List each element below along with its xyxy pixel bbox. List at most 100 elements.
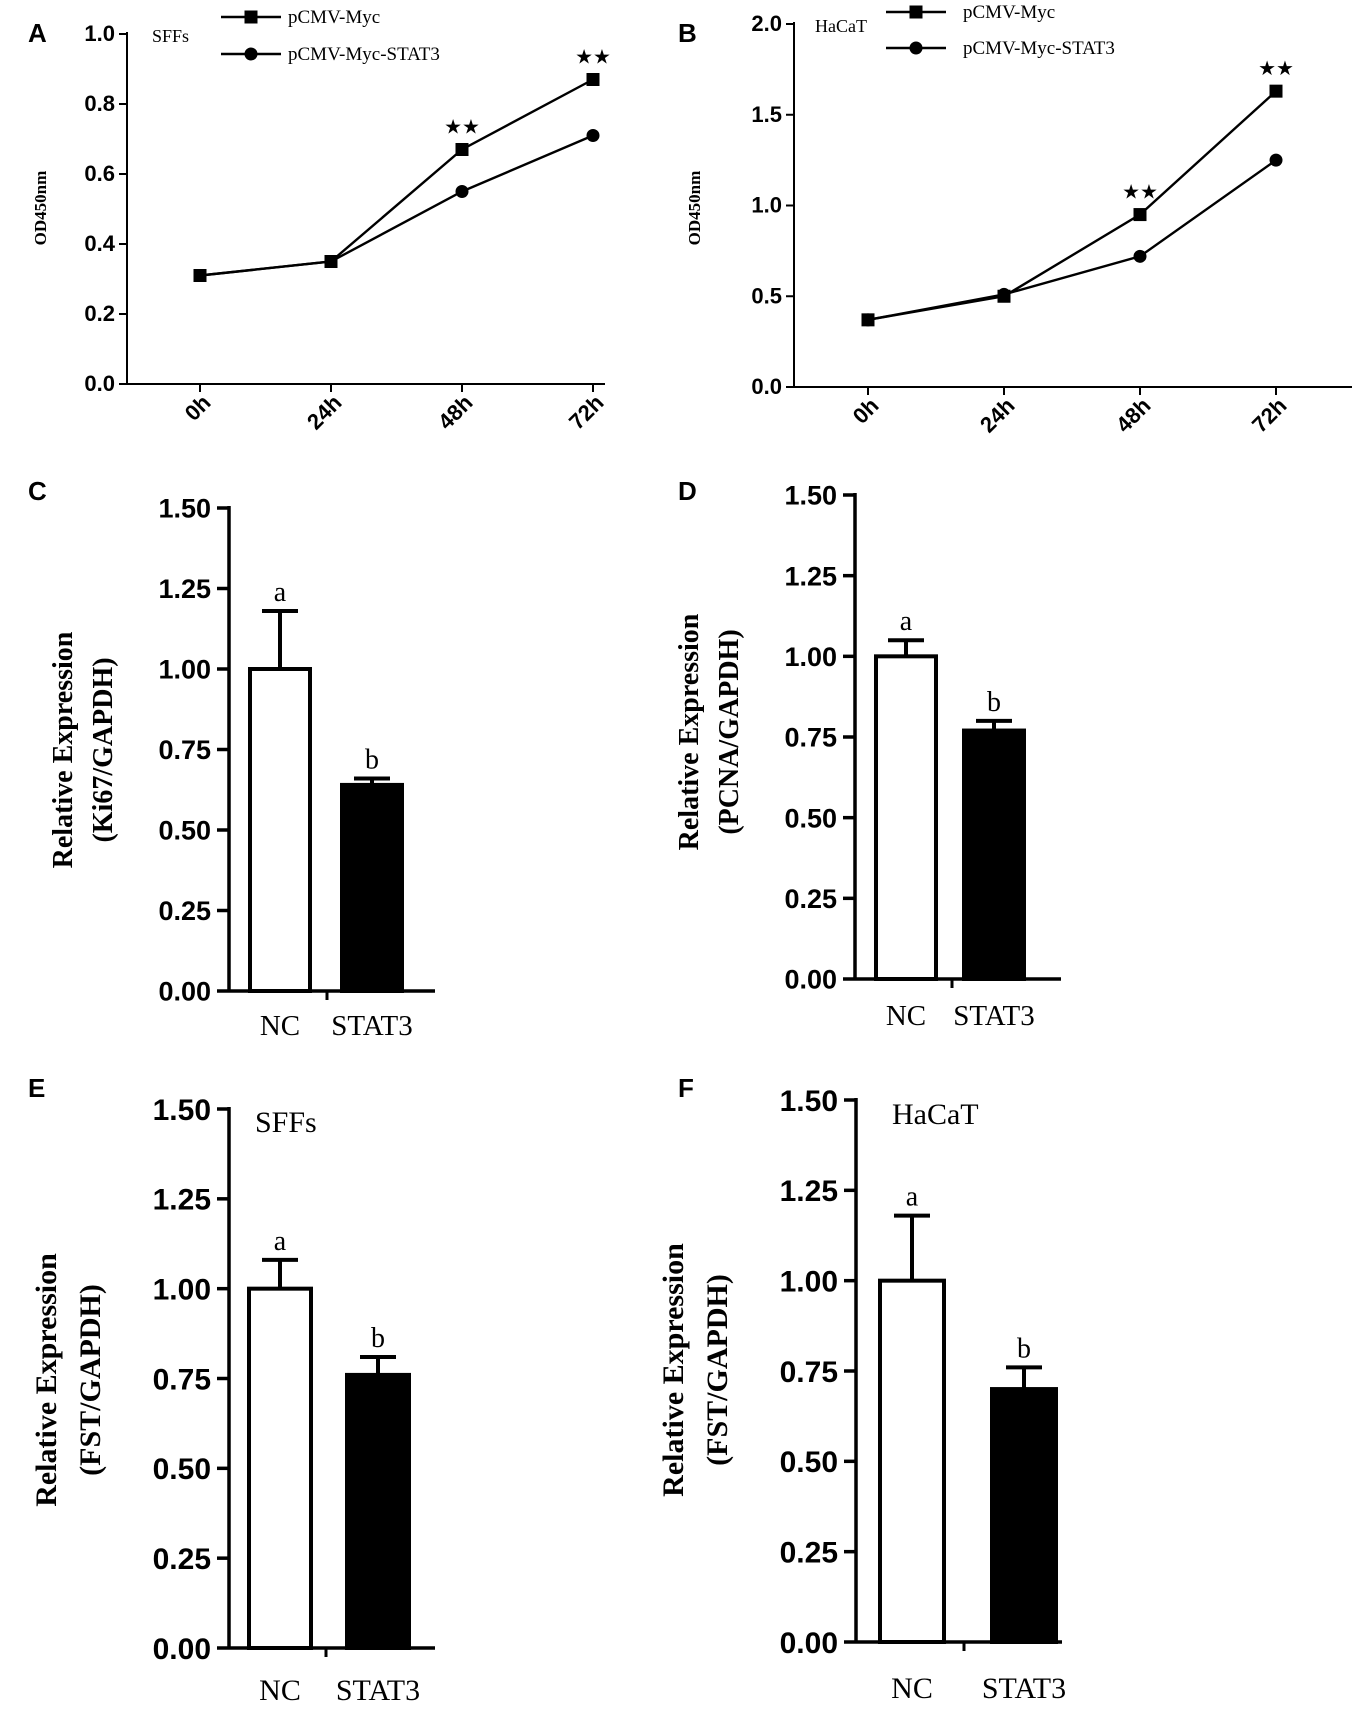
x-category-label: NC [259,1674,301,1707]
y-tick-label: 0.75 [780,1356,838,1389]
bar-chart-d: 0.00 0.25 0.50 0.75 1.00 1.25 1.50 a NC b STAT3 Rel… [674,481,1061,1032]
y-tick-label: 0.50 [780,1446,838,1479]
legend-entry: pCMV-Myc [221,7,380,28]
y-axis-label: (Ki67/GAPDH) [88,657,119,842]
y-tick-label: 0.8 [84,91,115,116]
bar-nc [248,667,312,993]
y-tick-label: 1.25 [784,561,837,591]
y-tick-label: 0.75 [784,723,837,753]
y-tick-label: 1.25 [153,1184,211,1217]
y-axis-label: Relative Expression [30,1253,63,1507]
bar-chart-e: 0.00 0.25 0.50 0.75 1.00 1.25 1.50 a NC b STAT3 Rel… [30,1094,435,1707]
panel-letter-f: F [678,1073,694,1103]
y-tick-label: 0.25 [784,884,837,914]
y-tick-label: 0.50 [158,816,211,846]
data-point-circle [1133,249,1147,263]
significance-letter: a [274,1226,287,1257]
y-tick-label: 1.50 [780,1085,838,1118]
x-category-label: STAT3 [331,1010,412,1042]
x-tick-label: 72h [1247,393,1291,437]
y-tick-label: 0.00 [153,1633,211,1666]
significance-letter: b [987,687,1001,718]
y-tick-label: 1.25 [158,574,211,604]
y-tick-label: 0.00 [158,977,211,1007]
data-point-square [455,143,469,156]
x-tick-label: 0h [180,390,216,426]
significance-stars: ★★ [1122,182,1158,204]
y-tick-label: 1.00 [153,1273,211,1306]
data-point-circle [1269,153,1283,167]
y-tick-label: 1.0 [84,21,115,46]
y-tick-label: 1.50 [784,481,837,511]
y-tick-label: 0.25 [153,1543,211,1576]
y-axis-label: OD450nm [685,171,704,246]
y-tick-label: 0.75 [153,1363,211,1396]
x-tick-label: 0h [848,393,884,429]
x-category-label: NC [886,1000,926,1032]
x-category-label: STAT3 [336,1674,420,1707]
y-tick-label: 0.00 [784,965,837,995]
chart-title: SFFs [255,1106,317,1139]
y-tick-label: 0.0 [84,371,115,396]
significance-stars: ★★ [1258,58,1294,80]
y-tick-label: 1.00 [784,642,837,672]
panel-letter-e: E [28,1073,45,1103]
significance-letter: a [906,1182,919,1213]
data-point-circle [193,269,207,282]
bar-chart-f: 0.00 0.25 0.50 0.75 1.00 1.25 1.50 a NC b STAT3 Rel… [657,1085,1066,1705]
data-point-circle [324,255,338,268]
y-tick-label: 0.25 [158,896,211,926]
y-tick-label: 1.25 [780,1175,838,1208]
y-axis-label: OD450nm [31,171,50,246]
data-point-square [1269,84,1283,98]
significance-letter: b [1017,1333,1031,1364]
y-tick-label: 0.50 [153,1453,211,1486]
bar-nc [878,1278,946,1644]
y-tick-label: 1.00 [780,1265,838,1298]
cell-line-label: HaCaT [815,16,867,36]
bar-nc [247,1286,313,1650]
y-tick-label: 2.0 [751,11,782,36]
line-chart-a: 0.0 0.2 0.4 0.6 0.8 1.0 0h 24h 48h 72h OD450nm SFFs… [31,7,611,434]
data-point-square [1133,208,1147,222]
bar-chart-c: 0.00 0.25 0.50 0.75 1.00 1.25 1.50 a NC b STAT3 Rel… [48,494,435,1042]
panel-letter-b: B [678,18,697,48]
y-tick-label: 0.4 [84,231,115,256]
cell-line-label: SFFs [152,26,189,46]
data-point-circle [586,129,600,142]
legend-marker-circle [244,47,258,61]
x-tick-label: 24h [975,393,1019,437]
y-tick-label: 0.6 [84,161,115,186]
series-line-square [867,90,1277,322]
y-axis-label: Relative Expression [657,1243,690,1497]
legend-entry: pCMV-Myc-STAT3 [221,44,440,65]
data-point-circle [455,185,469,198]
y-tick-label: 1.50 [158,494,211,524]
legend-entry: pCMV-Myc [886,2,1055,23]
legend-label: pCMV-Myc-STAT3 [288,44,440,65]
significance-stars: ★★ [444,117,480,139]
x-category-label: NC [891,1672,933,1705]
y-tick-label: 0.50 [784,803,837,833]
data-point-circle [861,313,875,327]
bar-stat3 [345,1372,411,1650]
series-line-circle [867,159,1277,322]
panel-letter-d: D [678,476,697,506]
y-tick-label: 0.0 [751,374,782,399]
bar-nc [874,654,938,981]
significance-letter: b [371,1323,385,1354]
x-category-label: STAT3 [982,1672,1066,1705]
legend-label: pCMV-Myc-STAT3 [963,38,1115,59]
y-tick-label: 0.5 [751,283,782,308]
y-tick-label: 0.75 [158,735,211,765]
x-tick-label: 48h [433,390,477,434]
y-tick-label: 0.25 [780,1536,838,1569]
y-tick-label: 1.50 [153,1094,211,1127]
series-line-circle [199,134,594,277]
bar-stat3 [962,728,1026,982]
y-tick-label: 1.00 [158,655,211,685]
y-tick-label: 1.0 [751,193,782,218]
x-tick-label: 48h [1111,393,1155,437]
chart-title: HaCaT [892,1098,979,1131]
